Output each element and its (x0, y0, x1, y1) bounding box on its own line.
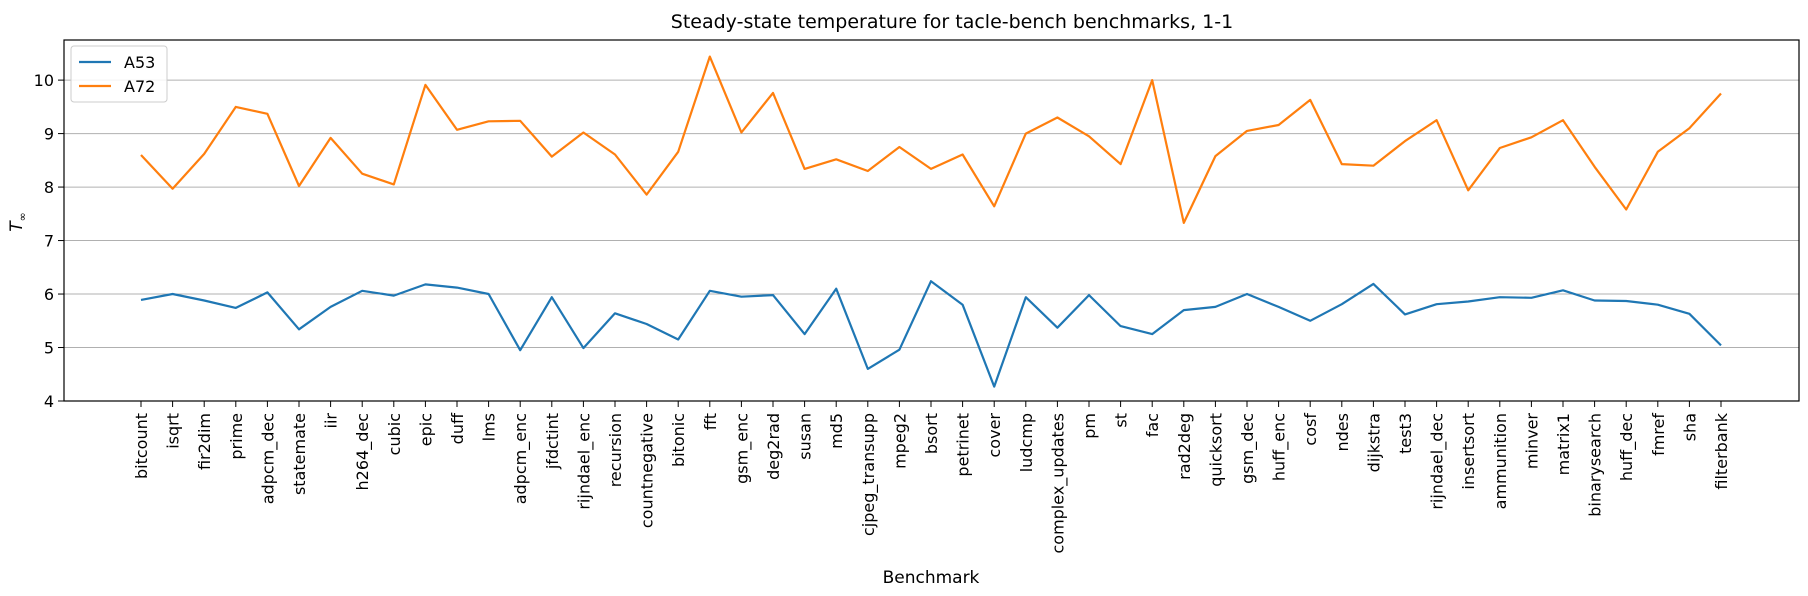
y-tick-label: 7 (44, 232, 54, 251)
y-tick-label: 6 (44, 285, 54, 304)
x-tick-label: fft (701, 413, 720, 430)
x-tick-label: bitonic (669, 413, 688, 467)
x-tick-label: pm (1080, 413, 1099, 439)
x-tick-label: prime (227, 413, 246, 460)
x-tick-label: binarysearch (1586, 413, 1605, 517)
x-tick-label: cover (985, 413, 1004, 458)
y-axis-label-main: T (7, 220, 27, 232)
x-tick-label: sha (1680, 413, 1699, 441)
y-tick-label: 10 (34, 71, 54, 90)
y-tick-label: 8 (44, 178, 54, 197)
x-tick-label: recursion (606, 413, 625, 487)
x-tick-label: mpeg2 (890, 413, 909, 469)
x-tick-label: minver (1522, 413, 1541, 469)
x-axis-label: Benchmark (883, 568, 980, 588)
plot-frame (63, 39, 1800, 402)
x-tick-label: rijndael_dec (1428, 413, 1448, 510)
legend-label-a53: A53 (124, 53, 155, 72)
x-tick-label: ludcmp (1017, 413, 1036, 472)
series-lines (140, 55, 1722, 388)
legend-label-a72: A72 (124, 77, 155, 96)
x-tick-label: iir (322, 413, 341, 429)
x-tick-label: md5 (827, 413, 846, 449)
x-tick-label: rijndael_enc (574, 413, 594, 510)
y-axis-label: T∞ (7, 212, 29, 232)
x-tick-label: huff_enc (1270, 413, 1290, 481)
x-tick-label: insertsort (1459, 413, 1478, 490)
x-tick-label: cosf (1301, 413, 1320, 446)
x-tick-label: huff_dec (1617, 413, 1637, 481)
x-tick-label: cubic (385, 413, 404, 455)
x-tick-label: test3 (1396, 413, 1415, 454)
x-tick-label: susan (796, 413, 815, 460)
x-tick-label: petrinet (954, 413, 973, 477)
x-tick-label: jfdctint (543, 413, 562, 470)
x-tick-label: fac (1143, 413, 1162, 437)
x-tick-label: adpcm_enc (511, 413, 531, 504)
legend-box (70, 45, 168, 103)
x-tick-label: matrix1 (1554, 413, 1573, 475)
x-tick-label: fir2dim (195, 413, 214, 470)
x-tick-label: countnegative (638, 413, 657, 528)
x-tick-label: ndes (1333, 413, 1352, 451)
chart-title: Steady-state temperature for tacle-bench… (671, 11, 1233, 33)
grid-lines (64, 79, 1799, 402)
x-tick-label: gsm_dec (1238, 413, 1258, 484)
x-tick-label: deg2rad (764, 413, 783, 480)
x-tick-label: duff (448, 412, 467, 444)
x-tick-label: filterbank (1712, 412, 1731, 489)
y-tick-label: 9 (44, 125, 54, 144)
legend: A53 A72 (70, 45, 168, 103)
series-line-a72 (140, 55, 1722, 224)
x-tick-label: ammunition (1491, 413, 1510, 509)
x-tick-label: bsort (922, 413, 941, 454)
y-axis-label-subscript: ∞ (16, 212, 29, 221)
x-tick-label: isqrt (164, 413, 183, 449)
x-tick-label: adpcm_dec (258, 413, 278, 504)
x-tick-label: fmref (1649, 413, 1668, 456)
x-tick-label: cjpeg_transupp (859, 413, 879, 536)
x-tick-label: rad2deg (1175, 413, 1194, 480)
x-tick-label: h264_dec (353, 413, 373, 490)
x-tick-label: quicksort (1206, 413, 1225, 487)
x-tick-label: bitcount (132, 413, 151, 479)
x-tick-label: complex_updates (1048, 413, 1068, 554)
y-ticks: 4 5 6 7 8 9 10 (34, 71, 64, 411)
x-ticks: bitcount isqrt fir2dim prime adpcm_dec statem… (132, 401, 1731, 554)
x-tick-label: gsm_enc (732, 413, 752, 484)
x-tick-label: epic (416, 413, 435, 446)
x-tick-label: lms (480, 413, 499, 441)
x-tick-label: statemate (290, 413, 309, 495)
y-tick-label: 4 (44, 392, 54, 411)
x-tick-label: dijkstra (1364, 413, 1383, 472)
series-line-a53 (140, 280, 1722, 388)
y-tick-label: 5 (44, 339, 54, 358)
x-tick-label: st (1112, 413, 1131, 428)
